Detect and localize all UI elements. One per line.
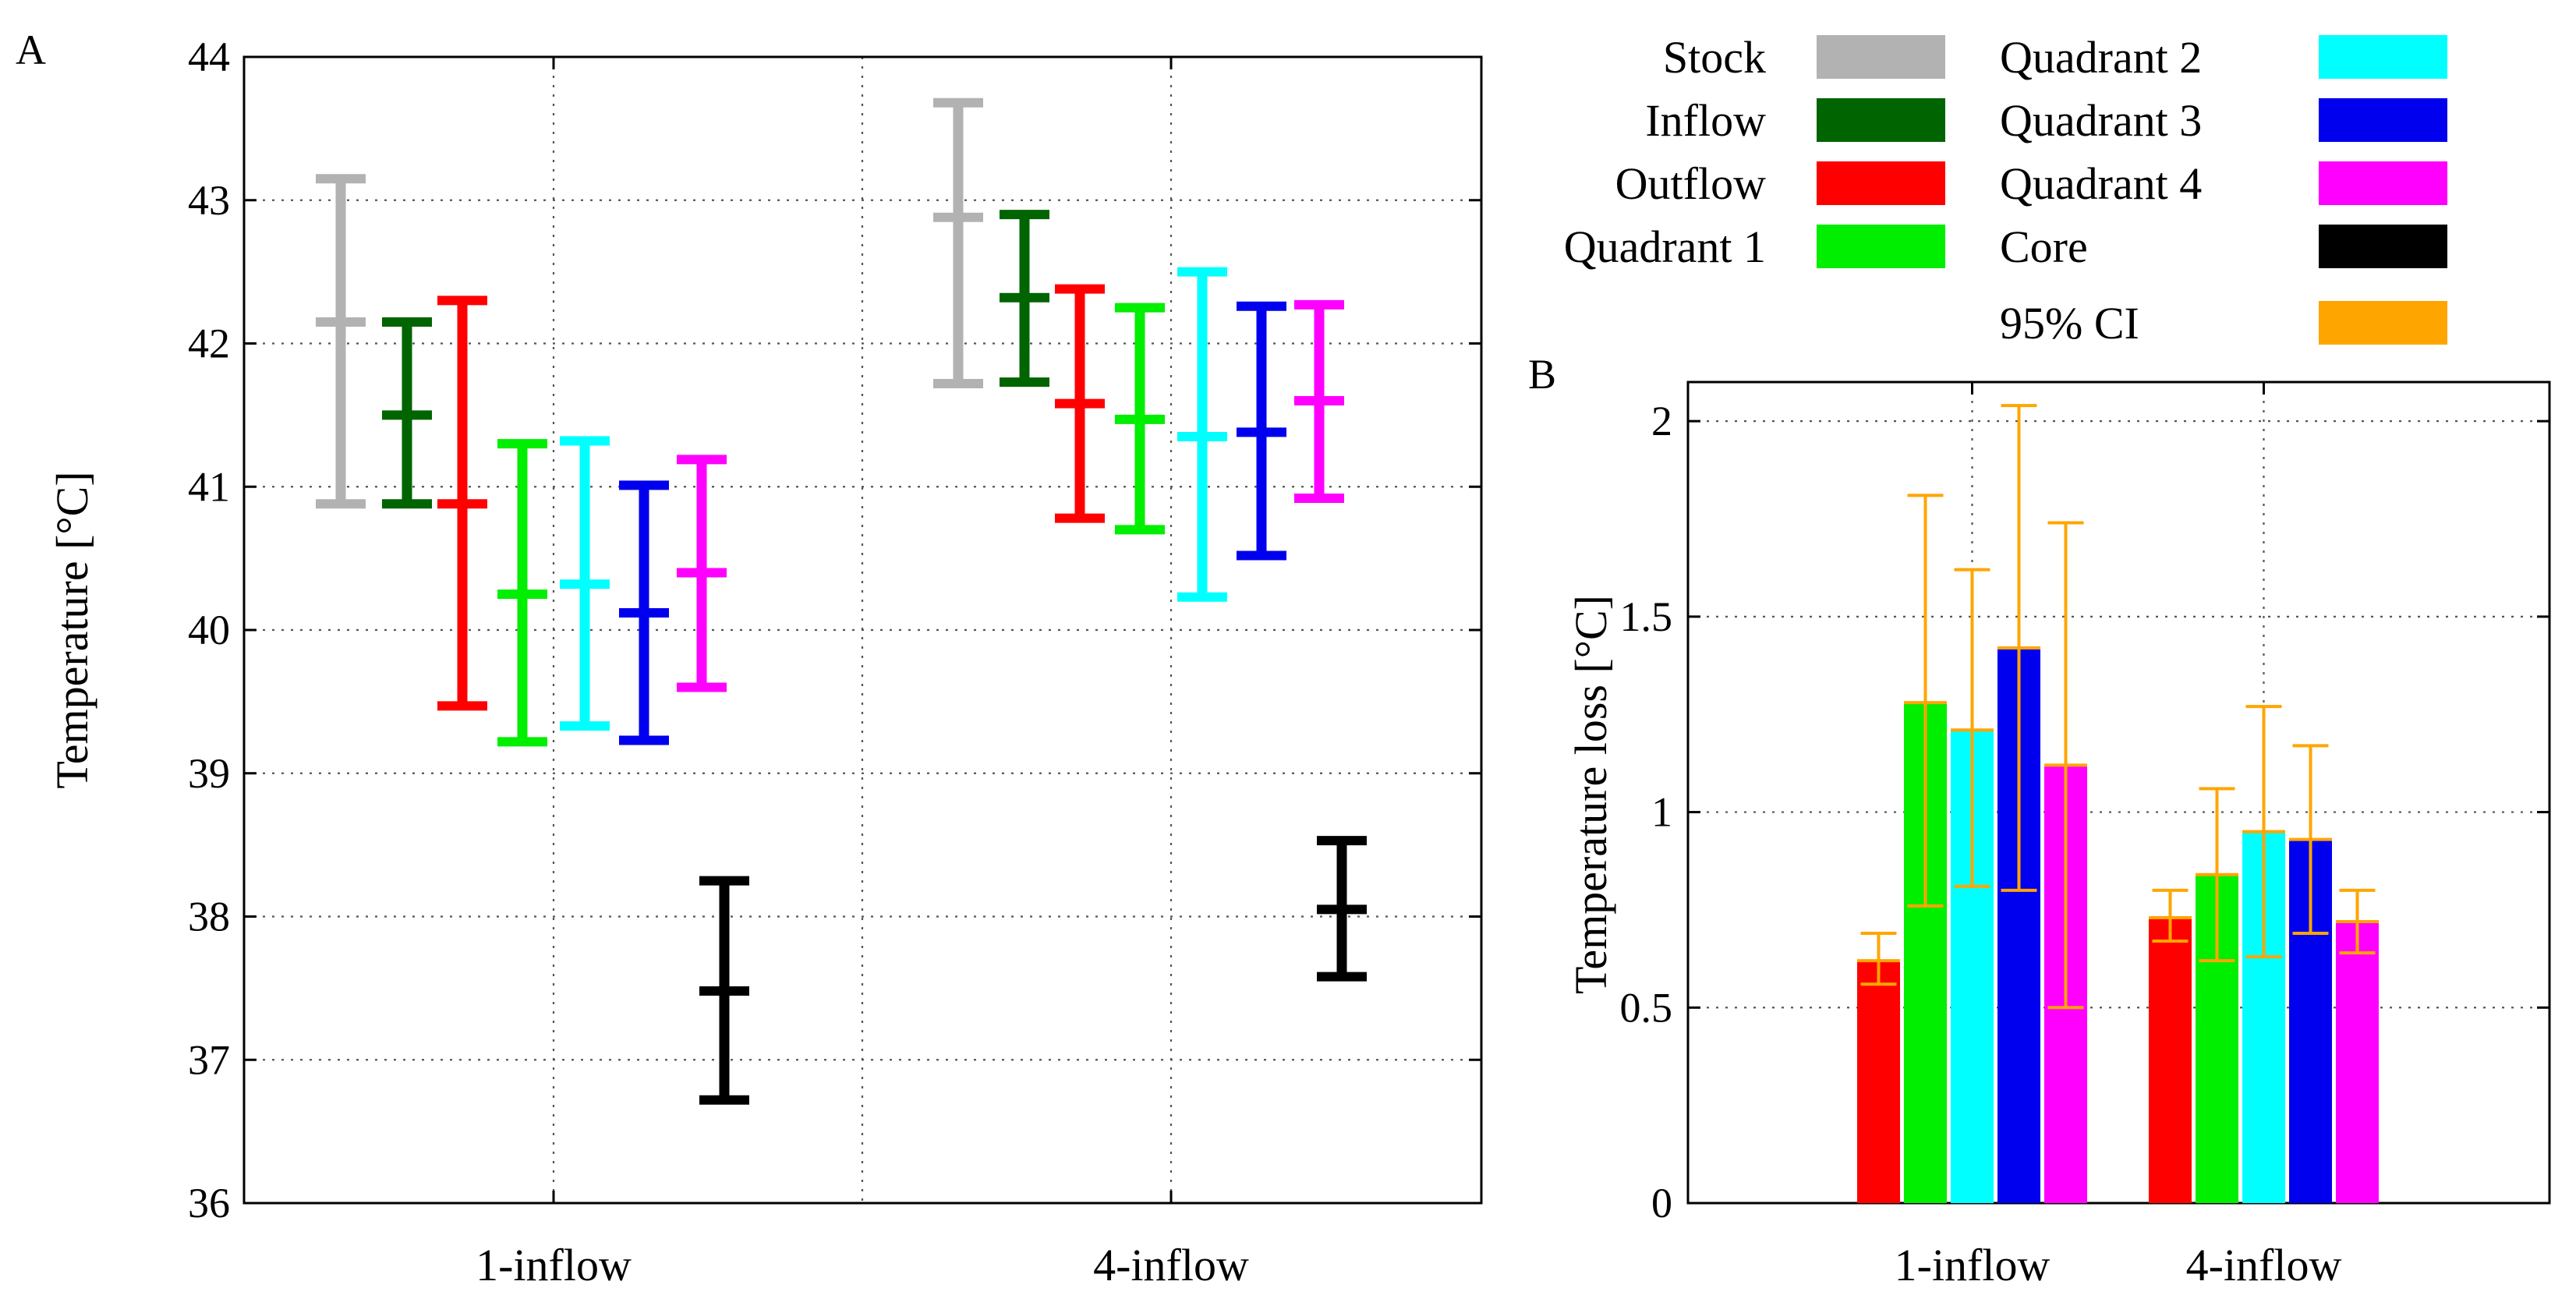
errorbar-outflow-1-inflow (437, 296, 487, 711)
errorbar-stock-1-inflow (316, 174, 366, 509)
errorbar-quadrant-3-1-inflow (619, 480, 669, 745)
legend-swatch (2319, 161, 2447, 205)
errorbar-quadrant-1-1-inflow (497, 439, 547, 747)
legend-label: 95% CI (2000, 298, 2139, 349)
legend-swatch (2319, 225, 2447, 268)
y-tick-label: 40 (188, 607, 230, 653)
x-category-label: 1-inflow (476, 1240, 632, 1290)
legend-swatch (2319, 301, 2447, 345)
legend-item-stock: Stock (1663, 32, 1945, 83)
y-axis-title: Temperature loss [°C] (1566, 595, 1616, 994)
legend-swatch (1817, 161, 1945, 205)
y-tick-label: 0.5 (1620, 984, 1673, 1031)
errorbar-quadrant-3-4-inflow (1237, 301, 1286, 561)
legend-label: Quadrant 3 (2000, 95, 2202, 146)
legend-item-95-ci: 95% CI (2000, 298, 2447, 349)
panel-a-temperature-chart: 36 37 38 39 40 41 42 43 44 1-inflow 4-inflow Temper… (16, 27, 1483, 1290)
y-tick-label: 37 (188, 1036, 230, 1083)
legend-item-outflow: Outflow (1615, 158, 1945, 209)
legend-swatch (1817, 98, 1945, 142)
bar (2149, 917, 2192, 1203)
bar-group-quadrant-2-1-inflow (1951, 568, 1994, 1203)
errorbar-core-1-inflow (699, 876, 749, 1105)
legend-label: Core (2000, 221, 2088, 272)
y-tick-label: 2 (1651, 398, 1672, 444)
panel-b-temperature-loss-chart: 0 0.5 1 1.5 2 1-inflow 4-inflow Temperature los… (1528, 351, 2551, 1290)
panel-label-b: B (1528, 351, 1556, 398)
bar-group-quadrant-4-4-inflow (2336, 888, 2379, 1203)
y-tick-label: 44 (188, 34, 230, 80)
bar-group-quadrant-3-1-inflow (1997, 404, 2040, 1203)
bar (2336, 921, 2379, 1203)
legend: Stock Inflow Outflow Quadrant 1 Quadrant 2 Qu… (1564, 32, 2447, 349)
legend-item-core: Core (2000, 221, 2447, 272)
y-tick-label: 0 (1651, 1180, 1672, 1226)
errorbar-quadrant-1-4-inflow (1115, 303, 1165, 535)
legend-swatch (2319, 35, 2447, 79)
plot-frame (1686, 380, 2551, 1205)
bar-group-quadrant-4-1-inflow (2044, 521, 2087, 1203)
bar-group-outflow-1-inflow (1857, 932, 1900, 1203)
y-tick-label: 38 (188, 894, 230, 940)
errorbar-quadrant-2-1-inflow (560, 436, 610, 731)
x-category-label: 1-inflow (1895, 1240, 2051, 1290)
bar-group-quadrant-1-1-inflow (1904, 494, 1947, 1203)
errorbar-inflow-4-inflow (1000, 210, 1049, 388)
errorbar-inflow-1-inflow (382, 317, 432, 509)
y-tick-label: 36 (188, 1180, 230, 1226)
legend-label: Quadrant 1 (1564, 221, 1766, 272)
y-tick-label: 42 (188, 320, 230, 367)
bar-group-quadrant-2-4-inflow (2242, 705, 2285, 1203)
legend-item-inflow: Inflow (1645, 95, 1945, 146)
errorbar-stock-4-inflow (933, 97, 983, 388)
legend-label: Quadrant 2 (2000, 32, 2202, 83)
bar (1857, 961, 1900, 1203)
x-category-label: 4-inflow (2186, 1240, 2342, 1290)
bar-group-quadrant-1-4-inflow (2196, 787, 2238, 1203)
legend-label: Stock (1663, 32, 1766, 83)
legend-item-quadrant-2: Quadrant 2 (2000, 32, 2447, 83)
errorbar-core-4-inflow (1317, 836, 1367, 982)
bar-group-quadrant-3-4-inflow (2289, 744, 2332, 1203)
panel-label-a: A (16, 27, 46, 73)
bar-group-outflow-4-inflow (2149, 888, 2192, 1203)
y-tick-label: 39 (188, 750, 230, 797)
errorbar-quadrant-2-4-inflow (1177, 267, 1227, 602)
legend-swatch (1817, 35, 1945, 79)
y-axis-title: Temperature [°C] (47, 471, 97, 788)
y-tick-label: 1 (1651, 789, 1672, 836)
legend-item-quadrant-3: Quadrant 3 (2000, 95, 2447, 146)
y-tick-label: 1.5 (1620, 593, 1673, 640)
y-tick-label: 41 (188, 463, 230, 510)
legend-label: Inflow (1645, 95, 1766, 146)
y-tick-label: 43 (188, 177, 230, 224)
legend-label: Outflow (1615, 158, 1766, 209)
legend-label: Quadrant 4 (2000, 158, 2202, 209)
legend-swatch (1817, 225, 1945, 268)
legend-item-quadrant-4: Quadrant 4 (2000, 158, 2447, 209)
errorbar-outflow-4-inflow (1055, 284, 1105, 523)
errorbar-quadrant-4-4-inflow (1294, 299, 1344, 503)
errorbar-quadrant-4-1-inflow (677, 455, 727, 692)
x-category-label: 4-inflow (1093, 1240, 1249, 1290)
legend-swatch (2319, 98, 2447, 142)
legend-item-quadrant-1: Quadrant 1 (1564, 221, 1945, 272)
